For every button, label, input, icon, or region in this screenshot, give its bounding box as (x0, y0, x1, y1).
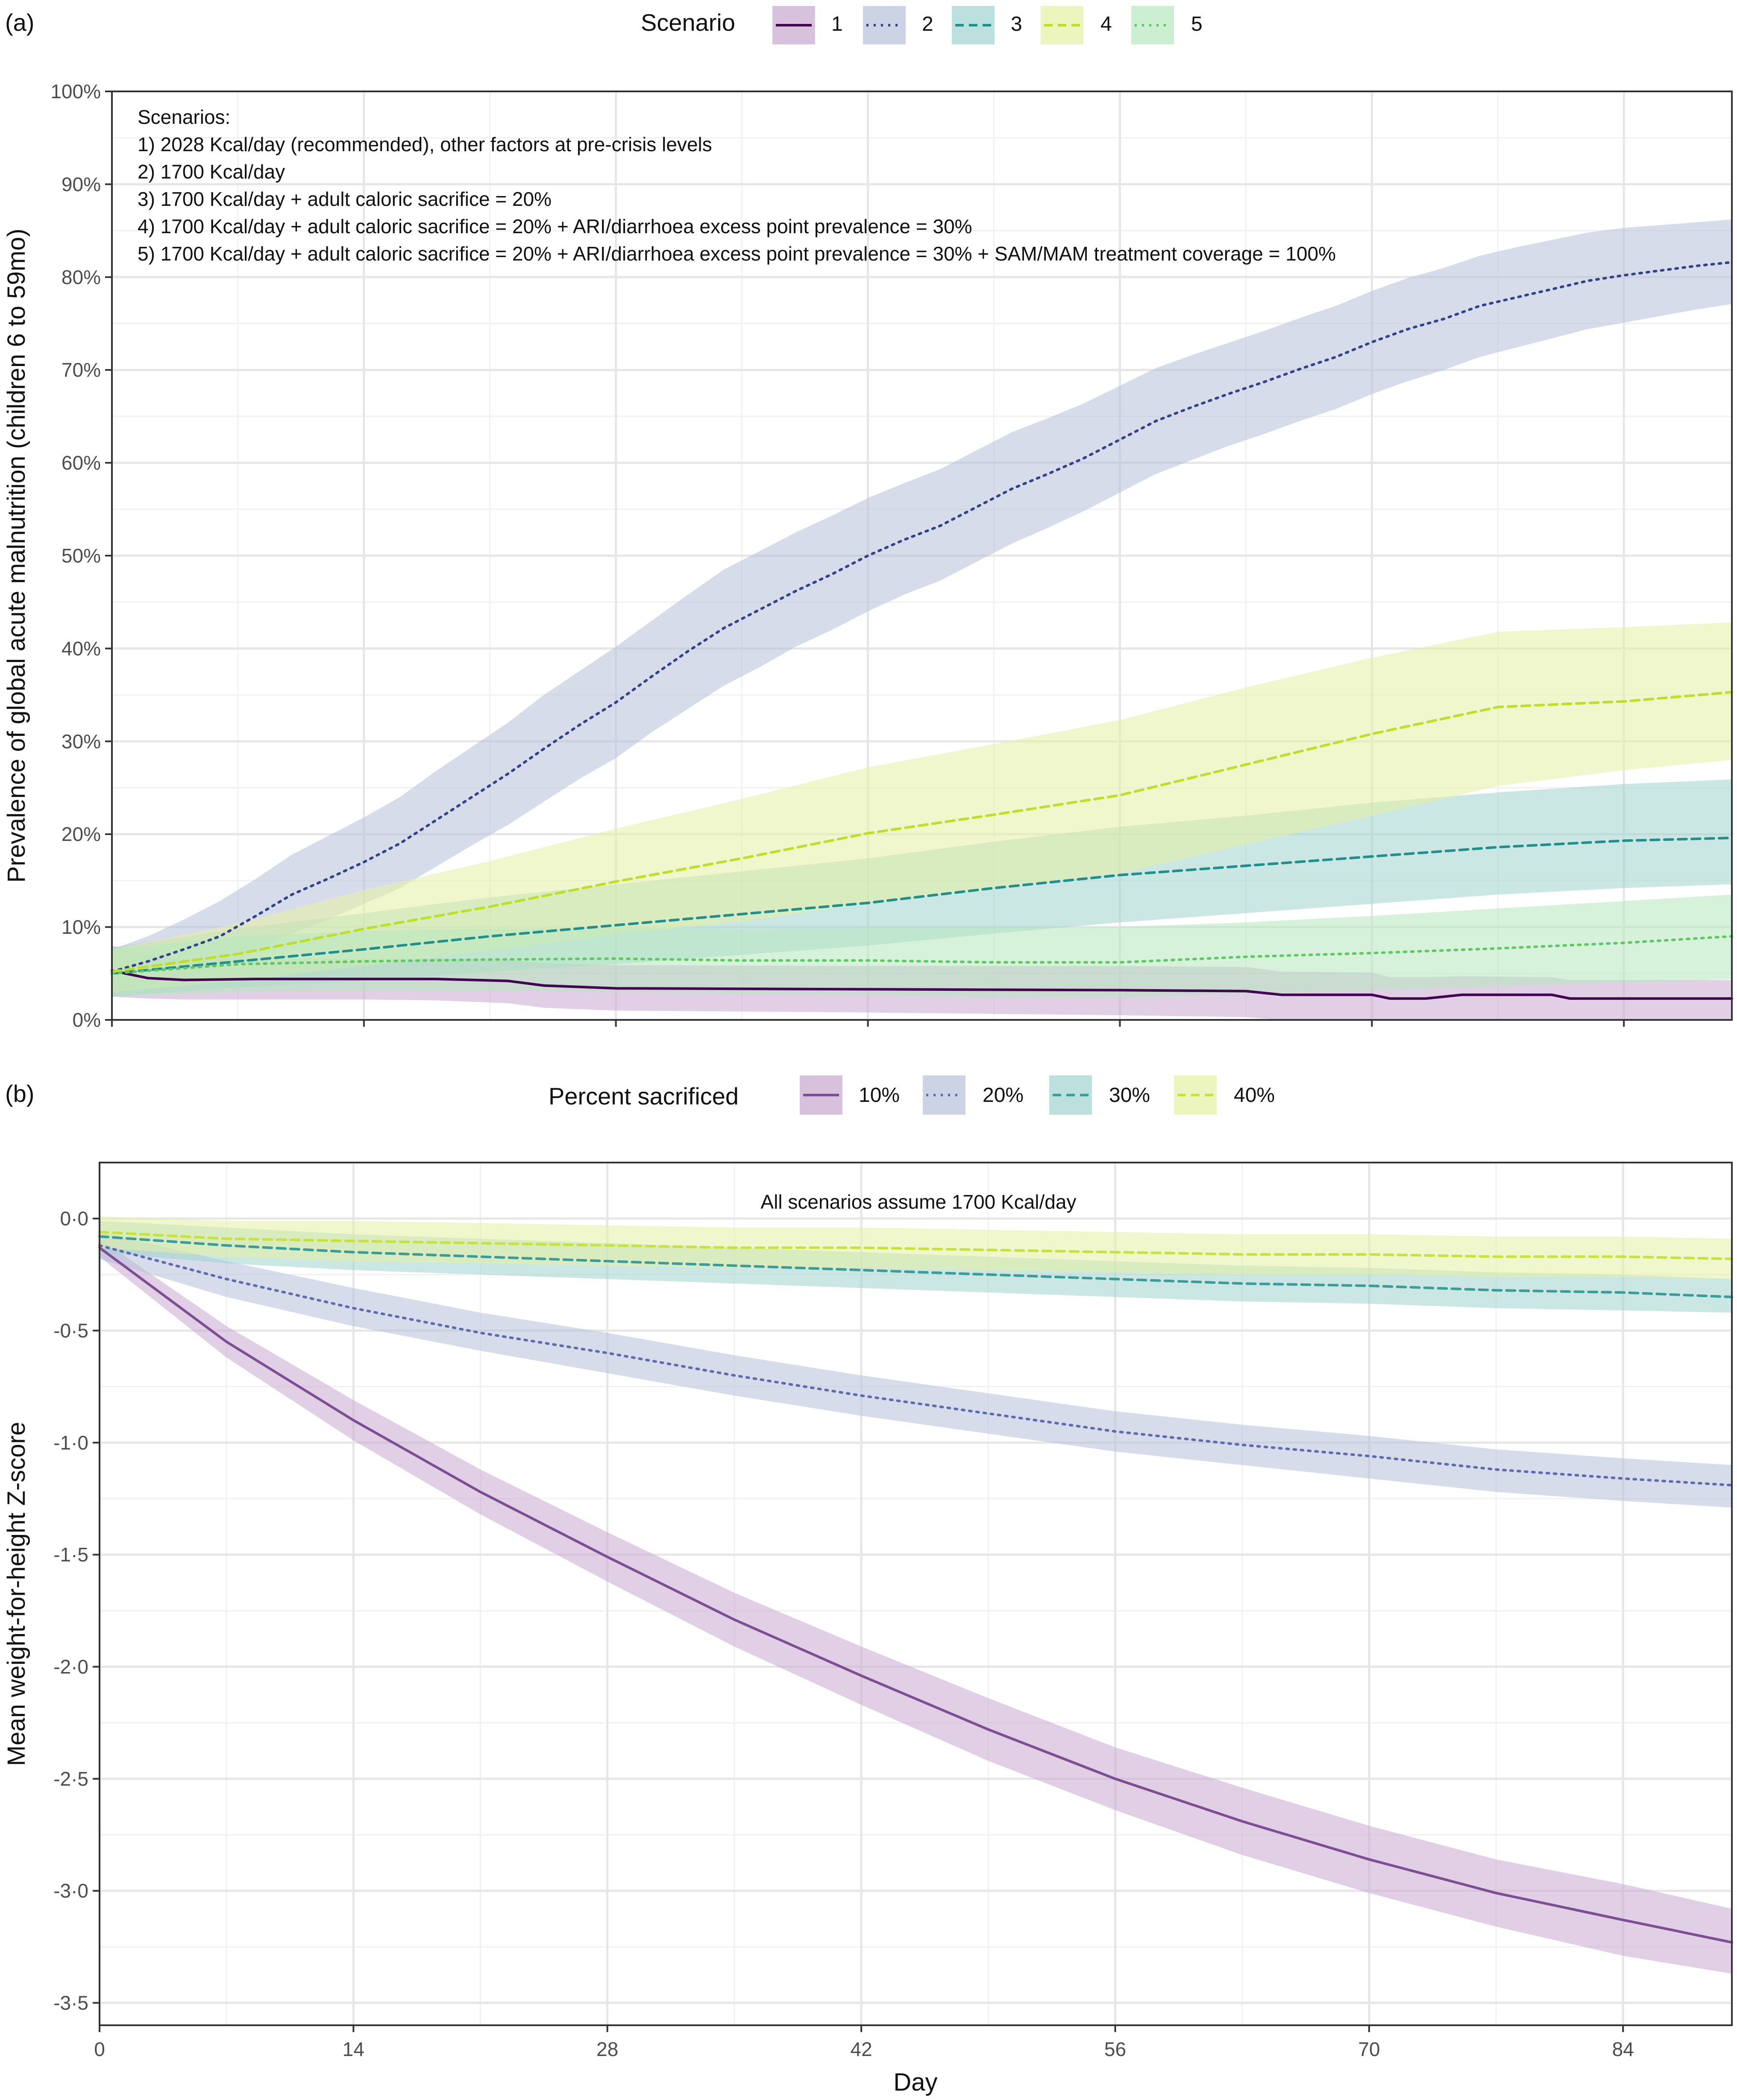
legend-a-entry-2: 2 (863, 6, 933, 44)
legend-b-title: Percent sacrificed (549, 1083, 739, 1110)
y-tick-label-a: 50% (62, 545, 101, 567)
plot-a-series-lines (111, 261, 1733, 1000)
y-tick-label-a: 70% (62, 359, 101, 381)
legend-a-key-5 (1131, 6, 1174, 44)
line-b-series-40% (98, 1230, 1733, 1260)
y-tick-label-b: -0·5 (53, 1320, 88, 1342)
line-a-series-3 (111, 836, 1733, 975)
legend-a-title: Scenario (641, 9, 735, 36)
y-tick-label-a: 40% (62, 637, 101, 659)
y-tick-label-a: 0% (73, 1009, 101, 1031)
x-tick-label-b: 84 (1612, 2038, 1634, 2060)
legend-b-entry-30: 30% (1049, 1075, 1150, 1115)
y-tick-label-a: 90% (62, 173, 101, 195)
panel-b: (b) Percent sacrificed 10% 20% 30% (3, 1075, 1733, 2096)
ribbon-a-series-4 (112, 622, 1732, 992)
ribbon-a-series-2 (112, 220, 1732, 992)
x-tick-label-b: 70 (1358, 2038, 1380, 2060)
plot-a-y-axis-title: Prevalence of global acute malnutrition … (3, 228, 30, 882)
plot-b-series-lines (98, 1230, 1733, 1944)
legend-a-entry-5: 5 (1131, 6, 1203, 44)
legend-a-text-3: 3 (1011, 13, 1022, 35)
x-tick-label-b: 14 (343, 2038, 364, 2060)
ribbon-b-series-10% (100, 1239, 1732, 1974)
plot-b-annotation: All scenarios assume 1700 Kcal/day (761, 1191, 1077, 1213)
y-tick-label-b: -2·0 (53, 1656, 88, 1678)
line-a-series-1 (111, 969, 1733, 1000)
legend-b-text-20: 20% (983, 1084, 1024, 1107)
legend-b-text-10: 10% (859, 1084, 900, 1107)
y-tick-label-b: -3·0 (53, 1880, 88, 1902)
line-a-series-2 (111, 261, 1733, 973)
y-tick-label-a: 60% (62, 452, 101, 474)
legend-b-entry-10: 10% (800, 1075, 900, 1115)
line-a-series-4 (111, 691, 1733, 973)
x-tick-label-b: 42 (851, 2038, 872, 2060)
plot-b-x-axis: 0 14 28 42 56 70 84 (94, 2025, 1634, 2060)
y-tick-label-b: -3·5 (53, 1992, 88, 2014)
ribbon-b-series-20% (100, 1232, 1732, 1508)
annotation-scenario-2: 2) 1700 Kcal/day (138, 161, 285, 183)
annotation-scenario-3: 3) 1700 Kcal/day + adult caloric sacrifi… (138, 188, 552, 210)
plot-b-y-axis: 0·0 -0·5 -1·0 -1·5 -2·0 -2·5 -3·0 -3·5 (53, 1207, 100, 2014)
y-tick-label-a: 100% (50, 80, 101, 103)
annotation-scenario-1: 1) 2028 Kcal/day (recommended), other fa… (138, 133, 712, 155)
panel-a-label: (a) (5, 9, 34, 36)
legend-a-entry-3: 3 (952, 6, 1022, 44)
scenario-annotation: Scenarios: 1) 2028 Kcal/day (recommended… (138, 106, 1336, 265)
plot-a-ribbons (112, 220, 1732, 1020)
plot-b-ribbons (100, 1216, 1732, 1974)
legend-b-entry-40: 40% (1174, 1075, 1275, 1115)
y-tick-label-a: 80% (62, 266, 101, 288)
plot-a-y-axis: 0% 10% 20% 30% 40% 50% 60% 70% 80% 90% 100% (50, 80, 112, 1031)
line-b-series-10% (98, 1246, 1733, 1944)
y-tick-label-b: 0·0 (60, 1207, 88, 1230)
y-tick-label-b: -1·0 (53, 1432, 88, 1454)
legend-a-text-5: 5 (1191, 13, 1203, 35)
plot-a-x-axis (111, 1020, 1625, 1027)
line-a-series-5 (111, 935, 1733, 975)
legend-scenario: Scenario 1 2 3 4 (641, 6, 1203, 44)
y-tick-label-b: -2·5 (53, 1768, 88, 1790)
legend-a-text-4: 4 (1100, 13, 1112, 35)
plot-b-x-axis-title: Day (893, 2068, 937, 2096)
x-tick-label-b: 0 (94, 2038, 105, 2060)
plot-b-y-axis-title: Mean weight-for-height Z-score (3, 1422, 30, 1766)
x-tick-label-b: 56 (1104, 2038, 1126, 2060)
plot-b-frame (99, 1162, 1733, 2026)
legend-b-text-40: 40% (1234, 1084, 1275, 1107)
legend-b-key-20 (923, 1075, 965, 1115)
line-b-series-20% (98, 1244, 1733, 1487)
panel-a: (a) Scenario 1 2 3 4 (3, 6, 1733, 1031)
legend-a-entry-4: 4 (1041, 6, 1112, 44)
x-tick-label-b: 28 (596, 2038, 618, 2060)
annotation-heading: Scenarios: (138, 106, 230, 128)
panel-b-label: (b) (5, 1080, 34, 1107)
legend-b-text-30: 30% (1109, 1084, 1150, 1107)
y-tick-label-b: -1·5 (53, 1544, 88, 1566)
annotation-scenario-4: 4) 1700 Kcal/day + adult caloric sacrifi… (138, 215, 972, 237)
y-tick-label-a: 30% (62, 730, 101, 753)
legend-a-entry-1: 1 (772, 6, 843, 44)
y-tick-label-a: 20% (62, 823, 101, 845)
legend-a-key-2 (863, 6, 906, 44)
line-b-series-30% (98, 1235, 1733, 1298)
ribbon-a-series-5 (112, 894, 1732, 998)
y-tick-label-a: 10% (62, 916, 101, 938)
annotation-scenario-5: 5) 1700 Kcal/day + adult caloric sacrifi… (138, 243, 1336, 265)
legend-a-text-2: 2 (922, 13, 933, 35)
ribbon-b-series-40% (100, 1216, 1732, 1279)
legend-b-entry-20: 20% (923, 1075, 1024, 1115)
legend-percent-sacrificed: Percent sacrificed 10% 20% 30% 40% (549, 1075, 1275, 1115)
legend-a-text-1: 1 (831, 13, 843, 35)
